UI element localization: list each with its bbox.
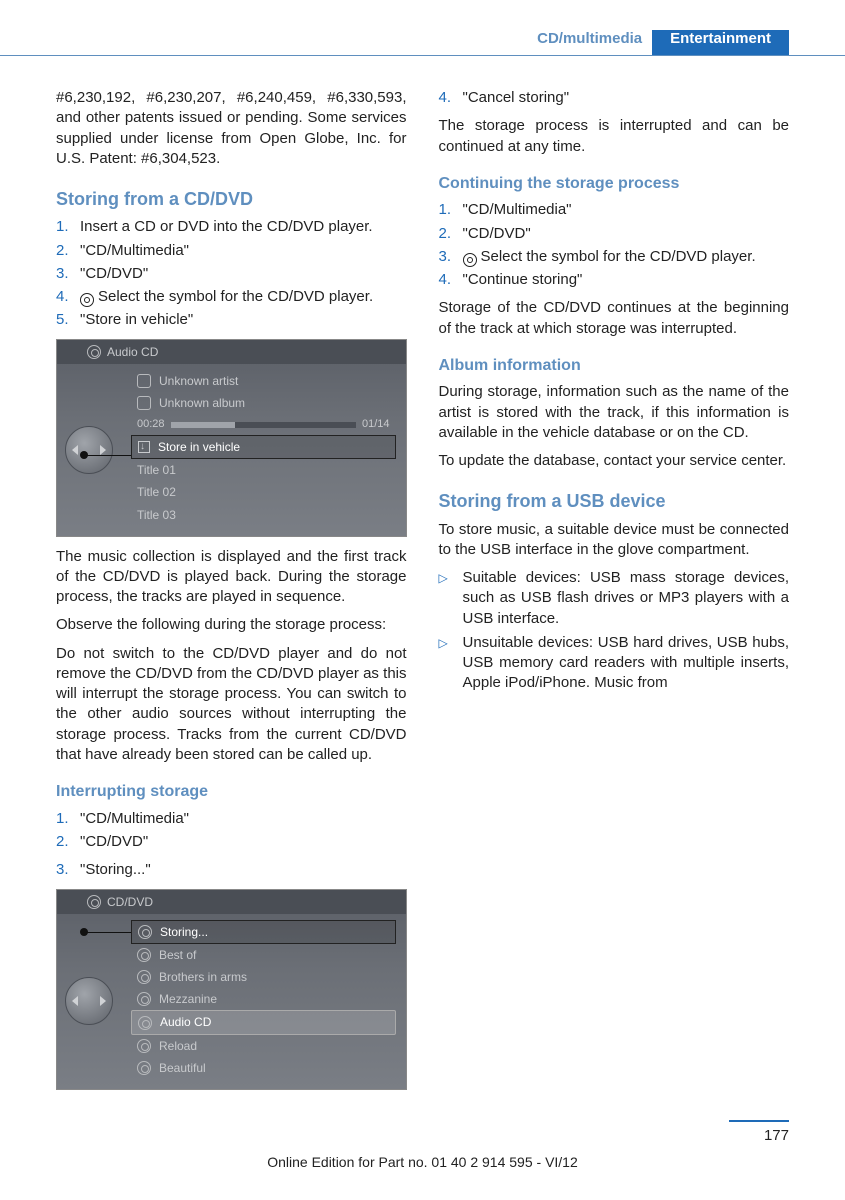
menu-item: Brothers in arms <box>159 969 247 985</box>
callout-line <box>85 455 131 456</box>
body-paragraph: Storage of the CD/DVD continues at the b… <box>439 298 790 339</box>
disc-icon <box>80 293 94 307</box>
elapsed-time: 00:28 <box>137 417 165 432</box>
callout-line <box>85 932 131 933</box>
body-paragraph: Observe the following during the storage… <box>56 615 407 635</box>
step-text: "CD/Multimedia" <box>463 200 790 220</box>
page-content: #6,230,192, #6,230,207, #6,240,459, #6,3… <box>0 56 845 1104</box>
section-tab: Entertainment <box>652 30 789 55</box>
intro-paragraph: #6,230,192, #6,230,207, #6,240,459, #6,3… <box>56 88 407 169</box>
footer-text: Online Edition for Part no. 01 40 2 914 … <box>0 1153 845 1172</box>
track-item: Title 01 <box>137 462 176 478</box>
heading-album-info: Album information <box>439 355 790 377</box>
globe-icon <box>138 925 152 939</box>
step-text: Select the symbol for the CD/DVD player. <box>80 287 407 307</box>
shot-title: CD/DVD <box>107 894 153 910</box>
screenshot-audio-cd: Audio CD Unknown artist Unknown album 00… <box>56 339 407 537</box>
globe-icon <box>137 992 151 1006</box>
globe-icon <box>137 970 151 984</box>
track-count: 01/14 <box>362 417 390 432</box>
step-text: "Storing..." <box>80 860 407 880</box>
cd-icon <box>87 345 101 359</box>
body-paragraph: During storage, information such as the … <box>439 382 790 443</box>
heading-storing-usb: Storing from a USB device <box>439 489 790 513</box>
cd-icon <box>87 895 101 909</box>
body-paragraph: The storage process is interrupted and c… <box>439 116 790 157</box>
step-text: "CD/DVD" <box>80 832 407 852</box>
steps-storing: 1.Insert a CD or DVD into the CD/DVD pla… <box>56 217 407 330</box>
disc-icon <box>463 253 477 267</box>
download-icon <box>138 441 150 453</box>
menu-item-selected: Audio CD <box>160 1014 211 1030</box>
usb-device-list: ▷Suitable devices: USB mass storage devi… <box>439 568 790 694</box>
screenshot-cd-dvd-menu: CD/DVD Storing... Best of Brothers in ar… <box>56 889 407 1091</box>
steps-continuing: 1."CD/Multimedia" 2."CD/DVD" 3.Select th… <box>439 200 790 290</box>
step-text: Select the symbol for the CD/DVD player. <box>463 247 790 267</box>
globe-icon <box>138 1016 152 1030</box>
track-item: Title 02 <box>137 484 176 500</box>
shot-title: Audio CD <box>107 344 158 360</box>
step-text: "Continue storing" <box>463 270 790 290</box>
track-item: Title 03 <box>137 507 176 523</box>
step-text: "CD/Multimedia" <box>80 241 407 261</box>
step-text: "CD/DVD" <box>463 224 790 244</box>
menu-item: Beautiful <box>159 1060 206 1076</box>
steps-interrupting: 1."CD/Multimedia" 2."CD/DVD" <box>56 809 407 853</box>
album-label: Unknown album <box>159 395 245 411</box>
page-header: CD/multimedia Entertainment <box>0 0 845 56</box>
globe-icon <box>137 1039 151 1053</box>
globe-icon <box>137 948 151 962</box>
steps-interrupting-cont: 3."Storing..." <box>56 860 407 880</box>
step-text: "Cancel storing" <box>463 88 790 108</box>
step-text: "CD/DVD" <box>80 264 407 284</box>
triangle-bullet-icon: ▷ <box>439 568 463 629</box>
store-in-vehicle: Store in vehicle <box>158 439 240 455</box>
globe-icon <box>137 1061 151 1075</box>
body-paragraph: The music collection is displayed and th… <box>56 547 407 608</box>
heading-storing-cd-dvd: Storing from a CD/DVD <box>56 187 407 211</box>
menu-item: Best of <box>159 947 196 963</box>
steps-cancel: 4."Cancel storing" <box>439 88 790 108</box>
artist-label: Unknown artist <box>159 373 238 389</box>
step-text: "CD/Multimedia" <box>80 809 407 829</box>
breadcrumb: CD/multimedia <box>527 30 652 55</box>
menu-item: Reload <box>159 1038 197 1054</box>
body-paragraph: To store music, a suitable device must b… <box>439 520 790 561</box>
list-item: Unsuitable devices: USB hard drives, USB… <box>463 633 790 694</box>
step-text: Insert a CD or DVD into the CD/DVD playe… <box>80 217 407 237</box>
triangle-bullet-icon: ▷ <box>439 633 463 694</box>
body-paragraph: To update the database, contact your ser… <box>439 451 790 471</box>
idrive-dial-icon <box>65 426 113 474</box>
idrive-dial-icon <box>65 977 113 1025</box>
storing-row: Storing... <box>160 924 208 940</box>
progress-bar <box>171 422 356 428</box>
heading-interrupting: Interrupting storage <box>56 781 407 803</box>
heading-continuing: Continuing the storage process <box>439 173 790 195</box>
step-text: "Store in vehicle" <box>80 310 407 330</box>
page-number: 177 <box>729 1120 789 1146</box>
list-item: Suitable devices: USB mass storage devic… <box>463 568 790 629</box>
menu-item: Mezzanine <box>159 991 217 1007</box>
body-paragraph: Do not switch to the CD/DVD player and d… <box>56 644 407 766</box>
